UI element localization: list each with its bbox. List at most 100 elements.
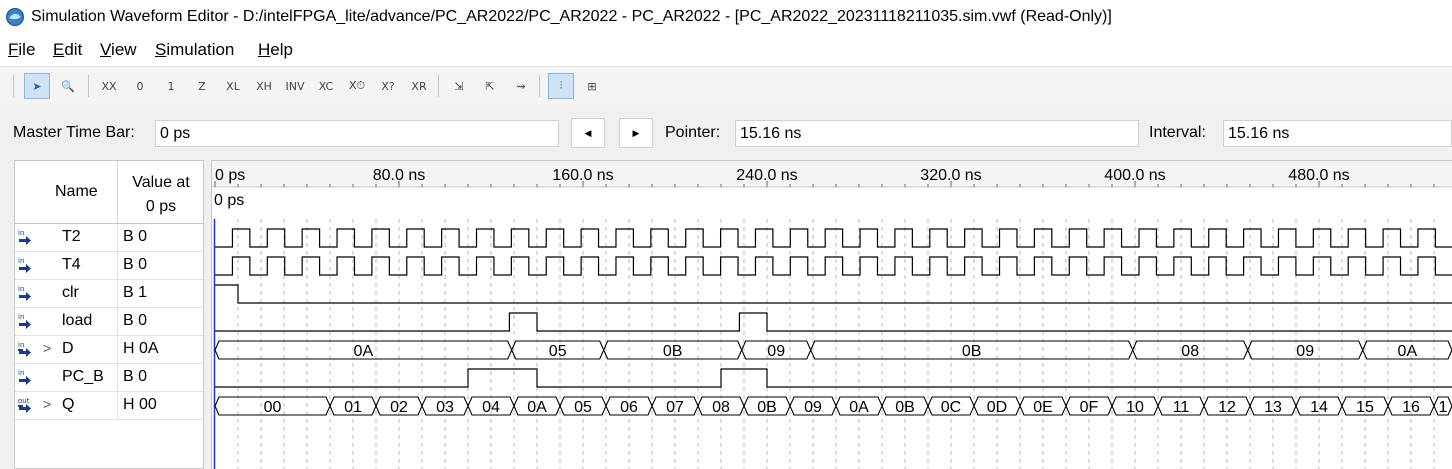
menu-bar: File Edit View Simulation Help: [0, 34, 1452, 66]
waveform-d-value-label: 0A: [1398, 343, 1418, 360]
waveform-d-value-label: 0A: [354, 343, 374, 360]
svg-text:in: in: [18, 285, 24, 293]
name-column-header[interactable]: Name: [55, 183, 98, 200]
value-header-line2: 0 ps: [145, 198, 177, 215]
interval-label: Interval:: [1149, 124, 1206, 141]
expand-chevron-icon[interactable]: >: [43, 396, 52, 412]
signal-list-panel: Name Value at 0 ps in T2 B 0 in T4 B 0 in clr B …: [14, 160, 204, 469]
signal-name: load: [62, 312, 93, 329]
weak-high-button[interactable]: XH: [251, 73, 277, 99]
header-bottom-border: [15, 223, 203, 224]
signal-value: B 0: [123, 256, 148, 273]
signal-name: PC_B: [62, 368, 104, 385]
menu-view[interactable]: View: [100, 40, 137, 59]
waveform-d-segment[interactable]: [1362, 340, 1452, 360]
timeline-tick-label: 320.0 ns: [920, 167, 981, 184]
waveform-panel[interactable]: 0 ps 80.0 ns 160.0 ns 240.0 ns 320.0 ns 400.0…: [211, 160, 1452, 469]
waveform-q-value-label: 14: [1310, 399, 1328, 416]
grid-snap-active-icon: ⫶: [559, 79, 563, 92]
master-time-bar-label: Master Time Bar:: [13, 124, 135, 141]
zoom-tool-icon: 🔍: [61, 79, 75, 93]
signal-row[interactable]: in T4 B 0: [15, 252, 203, 280]
input-pin-icon: in: [18, 369, 31, 385]
menu-edit[interactable]: Edit: [53, 40, 83, 59]
force-low-button[interactable]: 0: [127, 73, 153, 99]
waveform-clr[interactable]: [215, 284, 1452, 304]
arbitrary-value-icon: X?: [381, 79, 395, 93]
signal-name: clr: [62, 284, 79, 301]
signal-row[interactable]: in T2 B 0: [15, 224, 203, 252]
menu-file[interactable]: File: [8, 40, 36, 59]
signal-name: Q: [62, 396, 75, 413]
signal-name: T4: [62, 256, 81, 273]
header-divider: [117, 161, 118, 223]
svg-text:in: in: [18, 229, 24, 237]
selection-tool-button[interactable]: ➤: [24, 73, 50, 99]
uninitialized-button[interactable]: XX: [96, 73, 122, 99]
column-divider: [117, 392, 118, 420]
waveform-load[interactable]: [215, 312, 1452, 332]
signal-row[interactable]: in > D H 0A: [15, 336, 203, 364]
input-pin-icon: in: [18, 285, 31, 301]
toolbar-separator: [13, 75, 14, 97]
waveform-pc-b[interactable]: [215, 368, 1452, 388]
window-title: Simulation Waveform Editor - D:/intelFPG…: [31, 8, 1112, 25]
svg-text:in: in: [18, 257, 24, 265]
signal-row[interactable]: in load B 0: [15, 308, 203, 336]
waveform-q-value-label: 00: [264, 399, 282, 416]
next-transition-button[interactable]: ▶: [619, 118, 653, 148]
interval-field[interactable]: 15.16 ns: [1223, 120, 1452, 147]
pointer-field[interactable]: 15.16 ns: [735, 120, 1139, 147]
menu-help[interactable]: Help: [258, 40, 293, 59]
waveform-canvas[interactable]: 0 ps 80.0 ns 160.0 ns 240.0 ns 320.0 ns 400.0…: [212, 161, 1452, 469]
svg-text:out: out: [18, 397, 30, 405]
selection-tool-icon: ➤: [32, 79, 42, 93]
waveform-q-value-label: 16: [1402, 399, 1420, 416]
edit-waveform-button[interactable]: ⇝: [508, 73, 534, 99]
waveform-q-value-label: 11: [1173, 399, 1190, 416]
zoom-tool-button[interactable]: 🔍: [55, 73, 81, 99]
arrow-left-icon: ◀: [584, 127, 592, 138]
weak-high-icon: XH: [256, 79, 272, 93]
signal-value: B 0: [123, 368, 148, 385]
arbitrary-value-button[interactable]: X?: [375, 73, 401, 99]
weak-low-button[interactable]: XL: [220, 73, 246, 99]
invert-button[interactable]: INV: [282, 73, 308, 99]
waveform-q-value-label: 06: [620, 399, 638, 416]
grid-snap-active-button[interactable]: ⫶: [548, 73, 574, 99]
waveform-t4[interactable]: [215, 256, 1452, 276]
svg-text:in: in: [18, 341, 24, 349]
count-value-button[interactable]: XC: [313, 73, 339, 99]
uninitialized-icon: XX: [101, 79, 117, 93]
signal-row[interactable]: out > Q H 00: [15, 392, 203, 420]
waveform-q-value-label: 01: [344, 399, 362, 416]
menu-simulation[interactable]: Simulation: [155, 40, 235, 59]
value-column-header[interactable]: Value at 0 ps: [121, 171, 201, 219]
snap-to-grid-button[interactable]: ⇲: [446, 73, 472, 99]
signal-value: H 0A: [123, 340, 159, 357]
waveform-q-value-label: 0C: [941, 399, 961, 416]
timeline-ruler[interactable]: [212, 161, 1452, 187]
waveform-t2[interactable]: [215, 228, 1452, 248]
input-pin-icon: in: [18, 257, 31, 273]
timeline-tick-label: 240.0 ns: [736, 167, 797, 184]
input-bus-icon: in: [18, 341, 31, 357]
snap-to-grid-icon: ⇲: [454, 79, 464, 93]
expand-chevron-icon[interactable]: >: [43, 340, 52, 356]
group-button[interactable]: ⊞: [579, 73, 605, 99]
toolbar-separator: [539, 75, 540, 97]
random-value-button[interactable]: XR: [406, 73, 432, 99]
waveform-q-segment[interactable]: [1433, 396, 1452, 416]
previous-transition-button[interactable]: ◀: [571, 118, 605, 148]
column-divider: [117, 252, 118, 280]
signal-row[interactable]: in PC_B B 0: [15, 364, 203, 392]
high-impedance-button[interactable]: Z: [189, 73, 215, 99]
clock-button[interactable]: X⏱: [344, 73, 370, 99]
zoom-fit-button[interactable]: ⇱: [477, 73, 503, 99]
svg-text:in: in: [18, 313, 24, 321]
signal-value: B 0: [123, 228, 148, 245]
signal-row[interactable]: in clr B 1: [15, 280, 203, 308]
force-high-button[interactable]: 1: [158, 73, 184, 99]
output-pin-icon: out: [18, 397, 31, 413]
master-time-bar-field[interactable]: 0 ps: [155, 120, 559, 147]
